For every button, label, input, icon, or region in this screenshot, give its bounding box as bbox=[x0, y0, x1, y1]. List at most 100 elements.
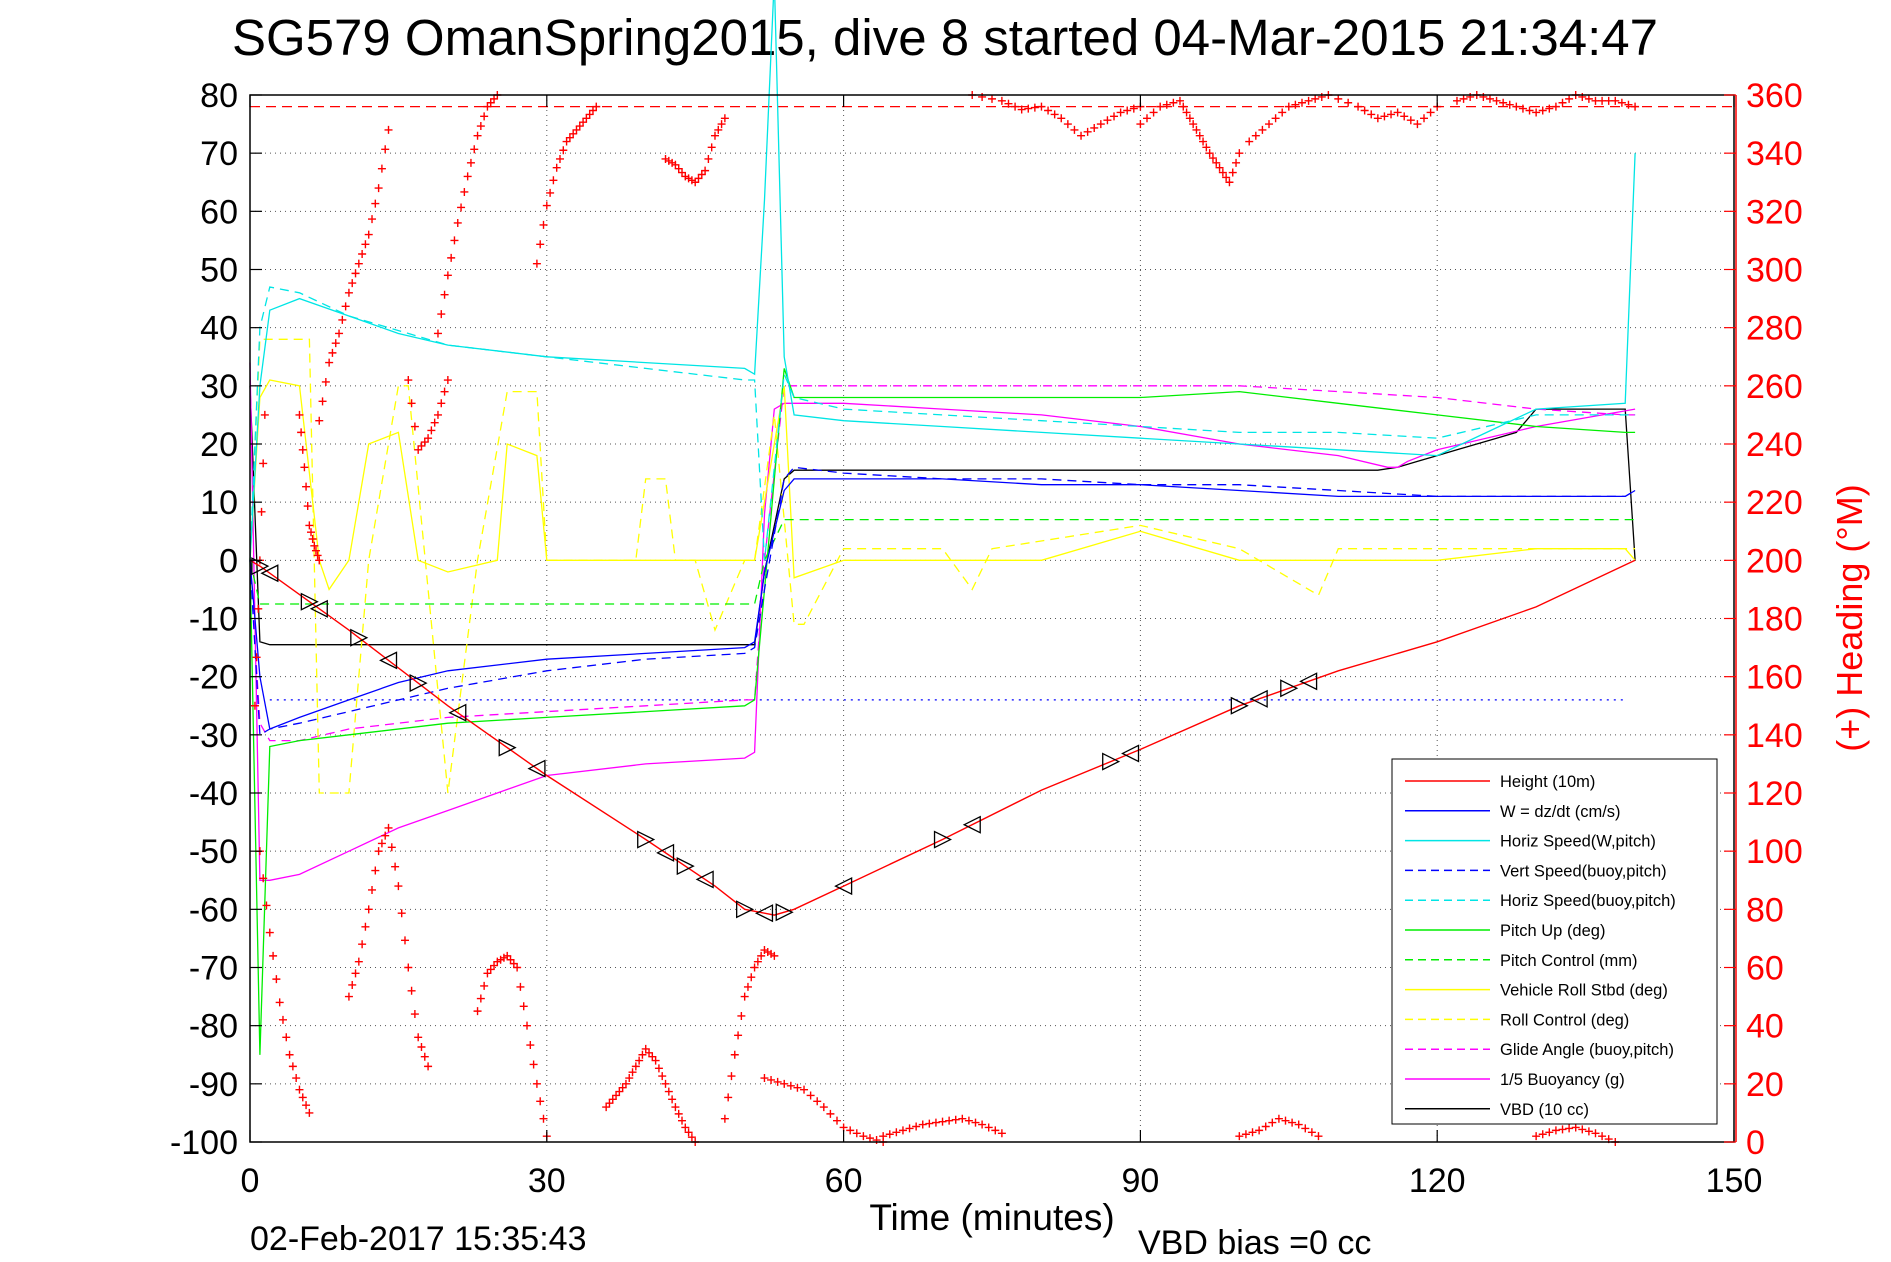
heading-point bbox=[1518, 104, 1527, 113]
heading-point bbox=[1545, 104, 1554, 113]
heading-point bbox=[1057, 114, 1066, 123]
heading-point bbox=[1297, 98, 1306, 107]
heading-point bbox=[305, 1108, 314, 1117]
legend-box bbox=[1391, 758, 1718, 1125]
depth-marker bbox=[834, 877, 853, 896]
heading-point bbox=[1149, 108, 1158, 117]
heading-point bbox=[625, 1074, 634, 1083]
heading-point bbox=[516, 982, 525, 991]
heading-point bbox=[394, 882, 403, 891]
heading-point bbox=[1598, 1132, 1607, 1141]
legend-label: Pitch Up (deg) bbox=[1500, 922, 1605, 940]
heading-point bbox=[621, 1079, 630, 1088]
series-line bbox=[249, 478, 1636, 730]
heading-point bbox=[1301, 1124, 1310, 1133]
heading-point bbox=[308, 535, 317, 544]
heading-point bbox=[720, 1114, 729, 1123]
heading-point bbox=[420, 1052, 429, 1061]
heading-point bbox=[1156, 102, 1165, 111]
heading-point bbox=[303, 502, 312, 511]
heading-point bbox=[912, 1122, 921, 1131]
series-line bbox=[249, 518, 1636, 605]
heading-point bbox=[1380, 112, 1389, 121]
heading-point bbox=[344, 288, 353, 297]
heading-point bbox=[1024, 104, 1033, 113]
heading-point bbox=[1492, 96, 1501, 105]
y-axis-right-ticks: 3603403203002802602402202001801601401201… bbox=[1724, 77, 1803, 1162]
heading-point bbox=[1551, 1126, 1560, 1135]
heading-point bbox=[259, 874, 268, 883]
heading-point bbox=[1248, 1128, 1257, 1137]
heading-point bbox=[743, 982, 752, 991]
series-line bbox=[249, 0, 1636, 561]
heading-point bbox=[344, 992, 353, 1001]
heading-point bbox=[1617, 98, 1626, 107]
x-axis-label: Time (minutes) bbox=[869, 1197, 1114, 1238]
heading-point bbox=[529, 1060, 538, 1069]
heading-point bbox=[354, 259, 363, 268]
heading-point bbox=[427, 426, 436, 435]
heading-point bbox=[315, 556, 324, 565]
heading-point bbox=[407, 399, 416, 408]
heading-point bbox=[628, 1068, 637, 1077]
y-tick-label: 20 bbox=[200, 426, 238, 464]
heading-point bbox=[555, 154, 564, 163]
series-layer bbox=[249, 0, 1636, 1055]
heading-point bbox=[717, 120, 726, 129]
heading-point bbox=[1307, 1128, 1316, 1137]
heading-point bbox=[687, 1133, 696, 1142]
heading-point bbox=[374, 847, 383, 856]
y-tick-label: 50 bbox=[200, 252, 238, 290]
heading-point bbox=[257, 507, 266, 516]
heading-point bbox=[335, 329, 344, 338]
heading-point bbox=[440, 387, 449, 396]
series-line bbox=[249, 379, 1636, 591]
heading-point bbox=[958, 1114, 967, 1123]
heading-point bbox=[773, 1077, 782, 1086]
depth-marker bbox=[1280, 679, 1299, 698]
heading-point bbox=[898, 1126, 907, 1135]
heading-point bbox=[1179, 102, 1188, 111]
heading-point bbox=[991, 1126, 1000, 1135]
heading-point bbox=[1304, 96, 1313, 105]
heading-point bbox=[371, 866, 380, 875]
depth-marker bbox=[637, 830, 656, 849]
heading-point bbox=[300, 463, 309, 472]
heading-point bbox=[1251, 131, 1260, 140]
heading-point bbox=[1162, 100, 1171, 109]
heading-point bbox=[1225, 178, 1234, 187]
heading-point bbox=[1294, 1120, 1303, 1129]
depth-marker bbox=[656, 843, 675, 862]
heading-point bbox=[938, 1117, 947, 1126]
heading-point bbox=[297, 428, 306, 437]
heading-point bbox=[440, 290, 449, 299]
heading-point bbox=[1103, 116, 1112, 125]
heading-point bbox=[737, 1011, 746, 1020]
y-tick-label: -70 bbox=[189, 950, 238, 988]
depth-marker bbox=[1249, 689, 1268, 708]
heading-point bbox=[358, 249, 367, 258]
heading-point bbox=[885, 1130, 894, 1139]
heading-point bbox=[1631, 102, 1640, 111]
heading-point bbox=[1393, 108, 1402, 117]
heading-point bbox=[1314, 1132, 1323, 1141]
x-tick-label: 30 bbox=[528, 1162, 566, 1200]
heading-point bbox=[404, 963, 413, 972]
heading-point bbox=[278, 1015, 287, 1024]
heading-point bbox=[437, 310, 446, 319]
depth-marker bbox=[1102, 752, 1121, 771]
depth-marker bbox=[1299, 672, 1318, 691]
heading-point bbox=[1367, 110, 1376, 119]
heading-point bbox=[1565, 1124, 1574, 1133]
heading-point bbox=[391, 862, 400, 871]
heading-point bbox=[668, 1095, 677, 1104]
y-tick-label: -20 bbox=[189, 659, 238, 697]
heading-point bbox=[661, 1079, 670, 1088]
heading-point bbox=[1452, 96, 1461, 105]
heading-point bbox=[457, 203, 466, 212]
heading-point bbox=[437, 399, 446, 408]
heading-point bbox=[328, 348, 337, 357]
y-right-tick-label: 60 bbox=[1746, 950, 1784, 988]
heading-point bbox=[260, 410, 269, 419]
heading-point bbox=[747, 973, 756, 982]
